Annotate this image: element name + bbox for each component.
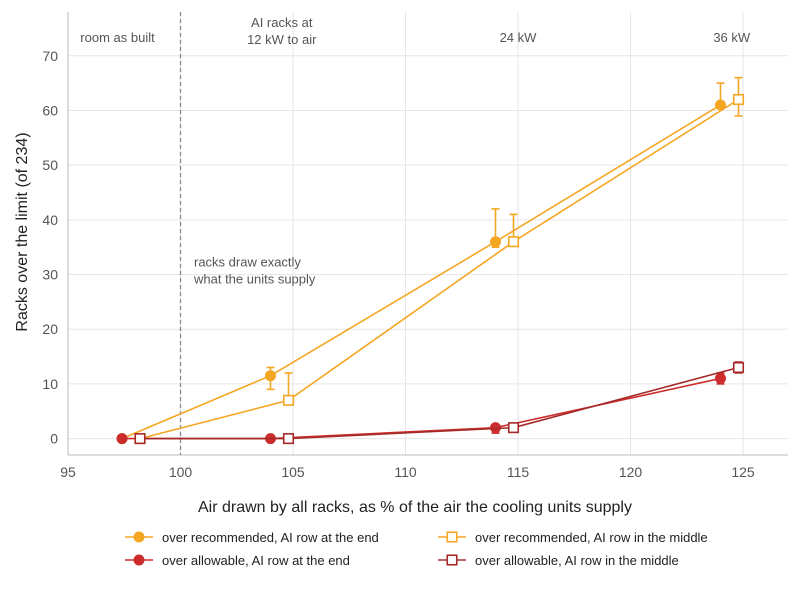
annotation-line: room as built bbox=[80, 30, 155, 45]
legend-marker bbox=[446, 554, 458, 566]
data-point bbox=[490, 236, 501, 248]
legend-marker bbox=[446, 531, 458, 543]
y-tick-label: 60 bbox=[42, 102, 58, 118]
annotation-label: AI racks at 12 kW to air bbox=[247, 15, 317, 47]
data-point bbox=[507, 236, 520, 248]
series-line bbox=[140, 366, 739, 440]
annotation-line: racks draw exactly bbox=[194, 254, 301, 269]
grid-layer bbox=[67, 12, 788, 455]
x-tick-label: 100 bbox=[169, 464, 193, 480]
x-tick-label: 125 bbox=[731, 464, 755, 480]
y-tick-label: 20 bbox=[42, 321, 58, 337]
y-tick-label: 0 bbox=[50, 431, 58, 447]
annotation-label: room as built bbox=[80, 30, 155, 45]
axes-layer: 95 100 105 110 115 120 125 0 10 20 30 40 50 60 70 bbox=[42, 12, 788, 480]
annotation-layer: room as built AI racks at 12 kW to air 24 k… bbox=[80, 15, 751, 287]
data-point bbox=[265, 370, 276, 382]
legend-label: over allowable, AI row at the end bbox=[162, 553, 350, 568]
x-tick-label: 115 bbox=[507, 464, 530, 480]
series-line bbox=[139, 98, 739, 440]
series-line bbox=[121, 104, 721, 440]
data-point bbox=[732, 361, 745, 374]
y-tick-label: 70 bbox=[42, 48, 58, 64]
data-point bbox=[715, 372, 726, 384]
series-1 bbox=[116, 82, 726, 445]
series-4 bbox=[134, 361, 745, 445]
annotation-label: racks draw exactly what the units supply bbox=[193, 254, 316, 286]
x-tick-label: 105 bbox=[281, 464, 305, 480]
x-tick-label: 95 bbox=[60, 464, 76, 480]
x-axis-title: Air drawn by all racks, as % of the air … bbox=[198, 499, 632, 516]
annotation-line: AI racks at bbox=[251, 15, 313, 30]
legend-item: over allowable, AI row in the middle bbox=[438, 553, 679, 568]
legend-item: over allowable, AI row at the end bbox=[125, 553, 350, 568]
y-axis-title: Racks over the limit (of 234) bbox=[14, 132, 31, 331]
annotation-line: what the units supply bbox=[193, 271, 316, 286]
data-point bbox=[732, 93, 745, 106]
series-layer bbox=[116, 76, 745, 445]
annotation-line: 12 kW to air bbox=[247, 32, 317, 47]
legend-label: over allowable, AI row in the middle bbox=[475, 553, 679, 568]
data-point bbox=[282, 433, 295, 445]
data-point bbox=[134, 433, 146, 445]
annotation-label: 36 kW bbox=[713, 30, 751, 45]
data-point bbox=[507, 422, 520, 434]
legend-item: over recommended, AI row at the end bbox=[125, 530, 379, 545]
legend: over recommended, AI row at the end over … bbox=[125, 530, 708, 568]
y-tick-label: 40 bbox=[42, 212, 58, 228]
y-tick-label: 50 bbox=[42, 157, 58, 173]
y-tick-label: 10 bbox=[42, 376, 58, 392]
x-tick-label: 120 bbox=[619, 464, 643, 480]
data-point bbox=[116, 433, 128, 445]
data-point bbox=[282, 394, 295, 406]
x-tick-label: 110 bbox=[394, 464, 417, 480]
legend-label: over recommended, AI row in the middle bbox=[475, 530, 708, 545]
annotation-label: 24 kW bbox=[500, 30, 538, 45]
legend-label: over recommended, AI row at the end bbox=[162, 530, 379, 545]
legend-marker bbox=[133, 531, 145, 543]
annotation-line: 24 kW bbox=[500, 30, 538, 45]
legend-item: over recommended, AI row in the middle bbox=[438, 530, 708, 545]
annotation-line: 36 kW bbox=[713, 30, 751, 45]
y-tick-label: 30 bbox=[42, 267, 58, 283]
legend-marker bbox=[133, 554, 145, 566]
